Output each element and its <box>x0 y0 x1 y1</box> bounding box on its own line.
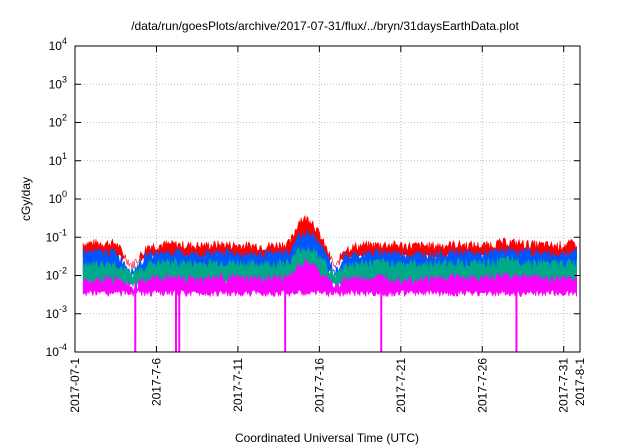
y-tick-label: 10-1 <box>46 227 67 244</box>
series-band <box>82 259 578 298</box>
x-axis-label: Coordinated Universal Time (UTC) <box>235 431 419 445</box>
y-tick-label: 10-4 <box>46 342 67 359</box>
y-tick-label: 10-2 <box>46 266 67 283</box>
y-tick-label: 10-3 <box>46 304 67 321</box>
y-axis-label: cGy/day <box>19 177 33 221</box>
series-group <box>82 214 578 352</box>
x-tick-label: 2017-7-31 <box>557 358 571 413</box>
x-tick-label: 2017-8-1 <box>573 358 587 406</box>
y-axis: 10-4 10-3 10-2 10-1 100 101 102 103 104 <box>46 36 580 359</box>
x-tick-label: 2017-07-1 <box>68 358 82 413</box>
y-tick-label: 103 <box>49 74 67 91</box>
x-tick-label: 2017-7-26 <box>475 358 489 413</box>
chart-title: /data/run/goesPlots/archive/2017-07-31/f… <box>131 19 519 33</box>
x-tick-label: 2017-7-6 <box>149 358 163 406</box>
x-tick-label: 2017-7-21 <box>394 358 408 413</box>
y-tick-label: 101 <box>49 151 67 168</box>
y-tick-label: 100 <box>49 189 67 206</box>
x-tick-label: 2017-7-16 <box>312 358 326 413</box>
grid <box>75 46 580 352</box>
y-tick-label: 102 <box>49 113 67 130</box>
x-tick-label: 2017-7-11 <box>231 358 245 412</box>
y-tick-label: 104 <box>49 36 67 53</box>
x-axis: 2017-07-1 2017-7-6 2017-7-11 2017-7-16 2017-… <box>68 46 587 413</box>
